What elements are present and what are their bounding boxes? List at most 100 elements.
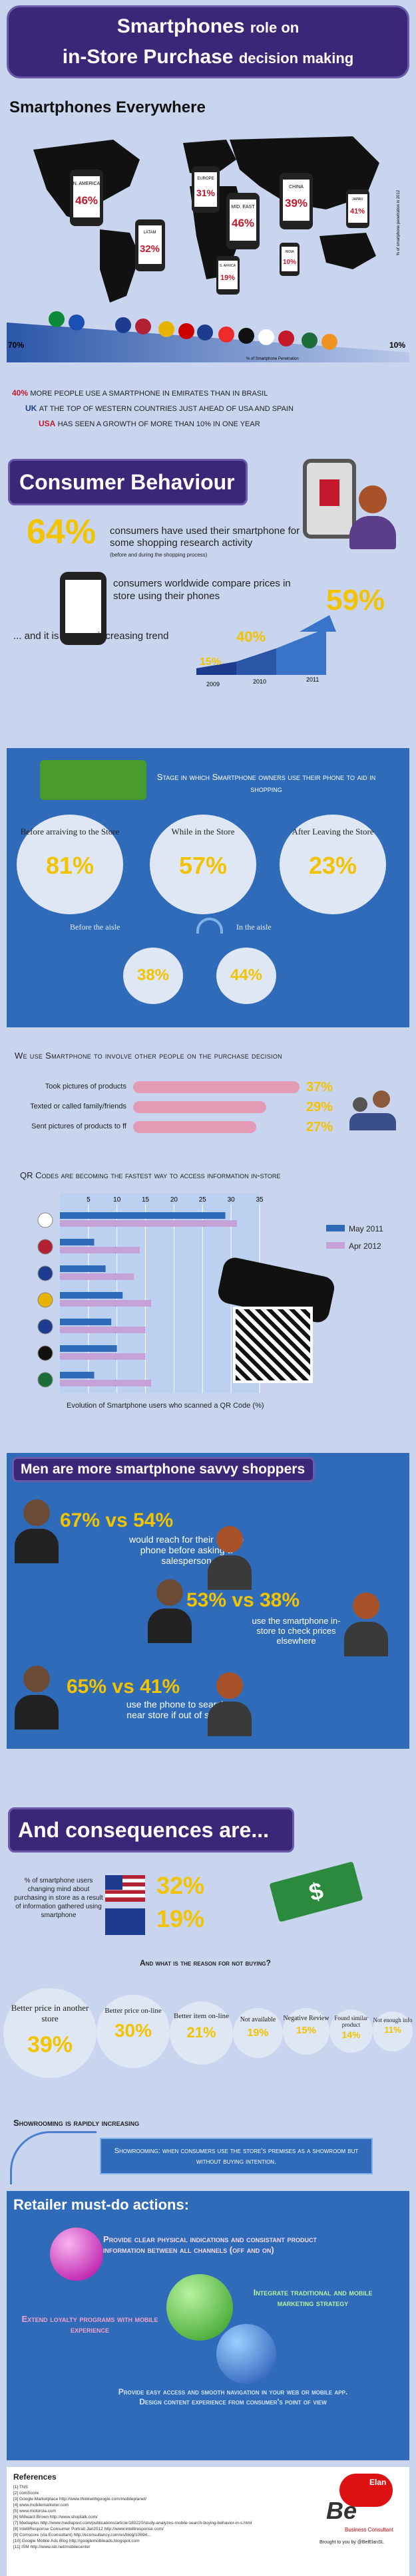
bar-italy-2012 — [60, 1380, 152, 1386]
aisle-split-arrow — [196, 918, 223, 934]
fact-row: UK at the top of Western countries just … — [12, 401, 405, 416]
involve-value: 37% — [306, 1080, 333, 1095]
reference-line: [6] Millward Brown http://www.shoptalk.c… — [13, 2515, 98, 2519]
people-icon — [349, 1091, 396, 1130]
trend-value: 40% — [236, 628, 266, 645]
trend-year: 2011 — [306, 676, 319, 683]
everywhere-facts: 40% more people use a smartphone in Emir… — [12, 386, 405, 432]
flag-row — [49, 311, 337, 350]
bar-usa-2011 — [60, 1239, 95, 1245]
fact-number: UK — [25, 404, 37, 413]
stat-59-number: 59% — [326, 584, 385, 616]
involve-chart: Took pictures of products 37% Texted or … — [13, 1077, 406, 1164]
action-text: Integrate traditional and mobile marketi… — [253, 2287, 373, 2308]
bar-spain-2012 — [60, 1300, 152, 1307]
aisle-value: 44% — [230, 966, 263, 984]
brand-cloud-icon — [339, 2474, 393, 2507]
phone-india: INDIA 10% — [280, 243, 300, 276]
side-note: % of smartphone penetration in 2012 — [397, 190, 401, 255]
phone-latam: LATAM 32% — [135, 219, 165, 271]
stat-64-label: consumers have used their smartphone for… — [110, 525, 300, 549]
us-flag-icon — [105, 1875, 145, 1902]
fact-row: 40% more people use a smartphone in Emir… — [12, 386, 405, 401]
references-list: [1] TNS [2] comScore [3] Google Marketplac… — [13, 2484, 300, 2550]
stage-label: While in the Store — [171, 827, 235, 837]
phone-s-africa: S. AFRICA 19% — [216, 256, 240, 295]
avatar — [359, 485, 387, 513]
title-line-1: Smartphones role on — [9, 15, 407, 38]
trend-bar-2011 — [276, 628, 326, 675]
retailer-panel: Retailer must-do actions: Provide clear … — [7, 2191, 409, 2460]
continent-south-america — [100, 229, 140, 303]
everywhere-heading: Smartphones Everywhere — [9, 98, 206, 116]
phone-label: INDIA — [285, 250, 294, 254]
purple-orb-icon — [50, 2228, 103, 2281]
reason-label: Better price in another store — [11, 2003, 89, 2023]
involve-label: Texted or called family/friends — [30, 1102, 126, 1110]
blue-orb-icon — [216, 2324, 276, 2384]
title-banner: Smartphones role on in-Store Purchase de… — [7, 5, 409, 78]
reason-label: Negative Review — [283, 2015, 329, 2022]
trend-text: ... and it is an ever increasing trend — [13, 630, 169, 642]
aisle-in: 44% — [216, 948, 276, 1004]
title-line-2: in-Store Purchase decision making — [9, 46, 407, 68]
flag-icon — [135, 319, 151, 334]
legend-item-2011: May 2011 — [326, 1220, 383, 1237]
stage-label: Before arraiving to the Store — [20, 827, 120, 837]
reference-line: [10] Google Mobile Ads Blog http://googl… — [13, 2539, 140, 2543]
flag-icon — [321, 334, 337, 350]
fact-text: at the top of Western countries just ahe… — [39, 405, 294, 413]
stage-value: 81% — [45, 852, 95, 879]
reason-bubble: Not enough info 11% — [373, 2011, 413, 2051]
flag-icon — [178, 323, 194, 339]
reasons-row: Better price in another store 39% Better… — [0, 1978, 416, 2098]
men-stat-text: would reach for their mobile phone befor… — [129, 1534, 244, 1566]
references-heading: References — [13, 2472, 57, 2482]
fact-number: 40% — [12, 388, 29, 398]
phone-value: 41% — [350, 207, 365, 215]
man-avatar — [13, 1499, 60, 1566]
avatar-body — [349, 516, 396, 549]
flag-icon — [158, 321, 174, 337]
consequences-heading: And consequences are... — [8, 1807, 294, 1853]
bar-japan-2011 — [60, 1212, 226, 1219]
woman-avatar — [206, 1526, 253, 1593]
x-tick-label: 30 — [228, 1196, 236, 1204]
reason-bubble: Found similar product 14% — [329, 2009, 373, 2053]
title-main-2: in-Store Purchase — [62, 46, 234, 68]
bar-italy-2011 — [60, 1372, 95, 1378]
action-text: Provide easy access and smooth navigatio… — [118, 2387, 348, 2406]
phone-europe: EUROPE 31% — [192, 166, 220, 213]
bar-uk-2011 — [60, 1265, 106, 1272]
trend-bar-2010 — [236, 648, 276, 675]
stage-after: After Leaving the Store 23% — [280, 815, 386, 914]
x-tick-label: 15 — [142, 1196, 150, 1204]
men-heading: Men are more smartphone savvy shoppers — [12, 1457, 315, 1482]
phone-japan: JAPAN 41% — [346, 190, 369, 228]
showrooming-arrow — [10, 2131, 97, 2184]
involve-heading: We use Smartphone to involve other peopl… — [15, 1051, 282, 1061]
legend-label: Apr 2012 — [349, 1241, 381, 1251]
action-text: Extend loyalty programs with mobile expe… — [21, 2314, 158, 2335]
phone-label: CHINA — [289, 185, 304, 190]
reason-bubble: Better price in another store 39% — [3, 1988, 97, 2078]
man-avatar — [146, 1579, 193, 1646]
bar-spain-2011 — [60, 1292, 123, 1299]
fact-row: USA has seen a growth of more than 10% i… — [12, 416, 405, 432]
reason-value: 19% — [247, 2027, 269, 2039]
bar-uk-2012 — [60, 1273, 134, 1280]
bar-usa-2012 — [60, 1247, 140, 1253]
bar-france-2011 — [60, 1319, 112, 1325]
reference-line: [8] IntelliResponse Consumer Portrait Ja… — [13, 2527, 164, 2531]
references-panel: References [1] TNS [2] comScore [3] Google… — [7, 2467, 409, 2576]
reference-line: [7] Mediaplus http://www.mediapost.com/p… — [13, 2521, 252, 2525]
showrooming-definition: Showrooming: when consumers use the stor… — [100, 2138, 373, 2174]
woman-illustration — [346, 485, 399, 552]
fact-text: has seen a growth of more than 10% in on… — [57, 420, 260, 428]
flag-icon-usa — [37, 1239, 53, 1255]
phone-value: 39% — [285, 197, 308, 209]
reason-value: 14% — [341, 2029, 361, 2040]
men-stat-number: 67% vs 54% — [60, 1509, 174, 1531]
axis-right-label: 10% — [389, 340, 405, 350]
stage-while: While in the Store 57% — [150, 815, 256, 914]
